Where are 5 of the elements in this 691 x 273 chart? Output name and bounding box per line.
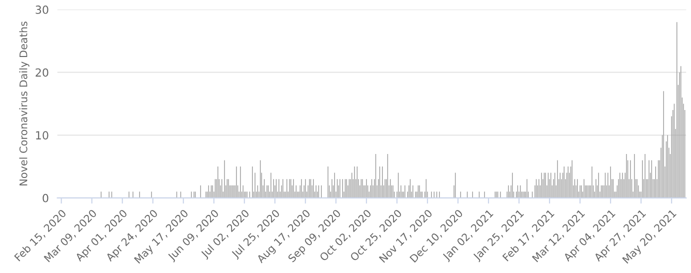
y-tick-label: 10 <box>36 131 48 140</box>
y-tick-label: 20 <box>36 68 48 77</box>
y-tick-label: 30 <box>36 6 48 14</box>
y-tick-label: 0 <box>42 194 48 202</box>
y-axis-title: Novel Coronavirus Daily Deaths <box>19 22 30 186</box>
